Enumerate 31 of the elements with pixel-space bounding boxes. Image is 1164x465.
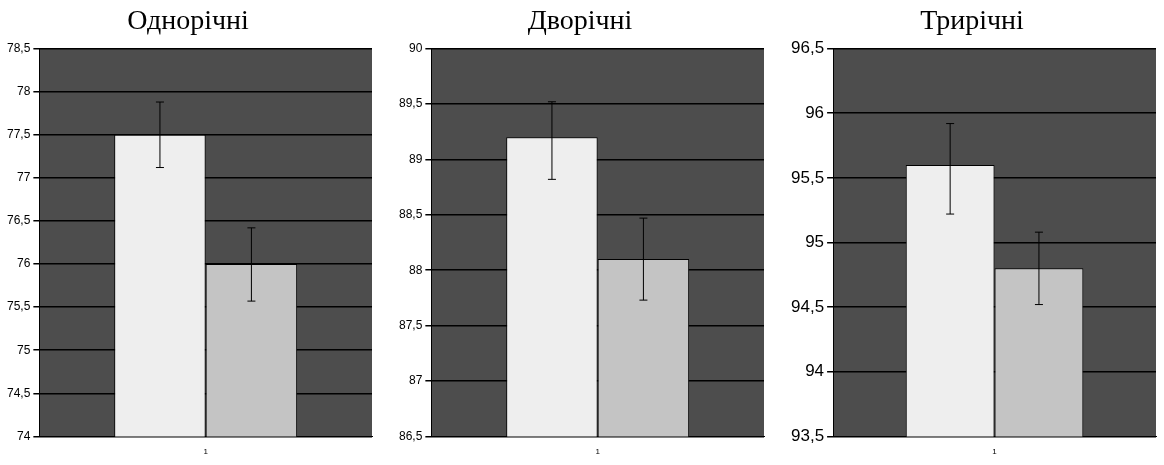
y-tick-label: 77,5 bbox=[7, 127, 31, 142]
y-tick-label: 94 bbox=[805, 361, 825, 381]
y-tick-label: 95,5 bbox=[790, 167, 825, 187]
chart-title: Дворічні bbox=[527, 4, 633, 36]
y-tick-label: 75,5 bbox=[7, 299, 31, 314]
y-tick-label: 87,5 bbox=[399, 317, 423, 332]
y-tick-label: 74 bbox=[17, 428, 31, 443]
y-tick-label: 89 bbox=[409, 151, 423, 166]
y-tick-label: 88,5 bbox=[399, 207, 423, 222]
y-tick-label: 94,5 bbox=[790, 296, 825, 316]
chart-title: Однорічні bbox=[127, 4, 250, 36]
y-tick-label: 96,5 bbox=[790, 38, 825, 58]
y-tick-label: 76,5 bbox=[7, 213, 31, 228]
y-tick-label: 78 bbox=[17, 84, 31, 98]
y-tick-label: 89,5 bbox=[399, 96, 423, 111]
y-tick-label: 76 bbox=[17, 256, 31, 271]
y-tick-label: 95 bbox=[805, 232, 825, 252]
y-tick-label: 96 bbox=[805, 102, 825, 122]
y-tick-label: 93,5 bbox=[790, 426, 825, 446]
y-tick-label: 75 bbox=[17, 342, 31, 357]
y-tick-label: 87 bbox=[409, 373, 423, 388]
x-tick-label: 1 bbox=[595, 447, 601, 457]
chart-title: Трирічні bbox=[920, 4, 1025, 36]
y-tick-label: 74,5 bbox=[7, 385, 31, 400]
y-tick-label: 90 bbox=[409, 40, 423, 55]
y-tick-label: 78,5 bbox=[7, 40, 31, 55]
y-tick-label: 77 bbox=[17, 170, 31, 185]
y-tick-label: 88 bbox=[409, 262, 423, 277]
x-tick-label: 1 bbox=[203, 447, 209, 457]
y-tick-label: 86,5 bbox=[399, 428, 423, 443]
x-tick-label: 1 bbox=[992, 447, 998, 457]
